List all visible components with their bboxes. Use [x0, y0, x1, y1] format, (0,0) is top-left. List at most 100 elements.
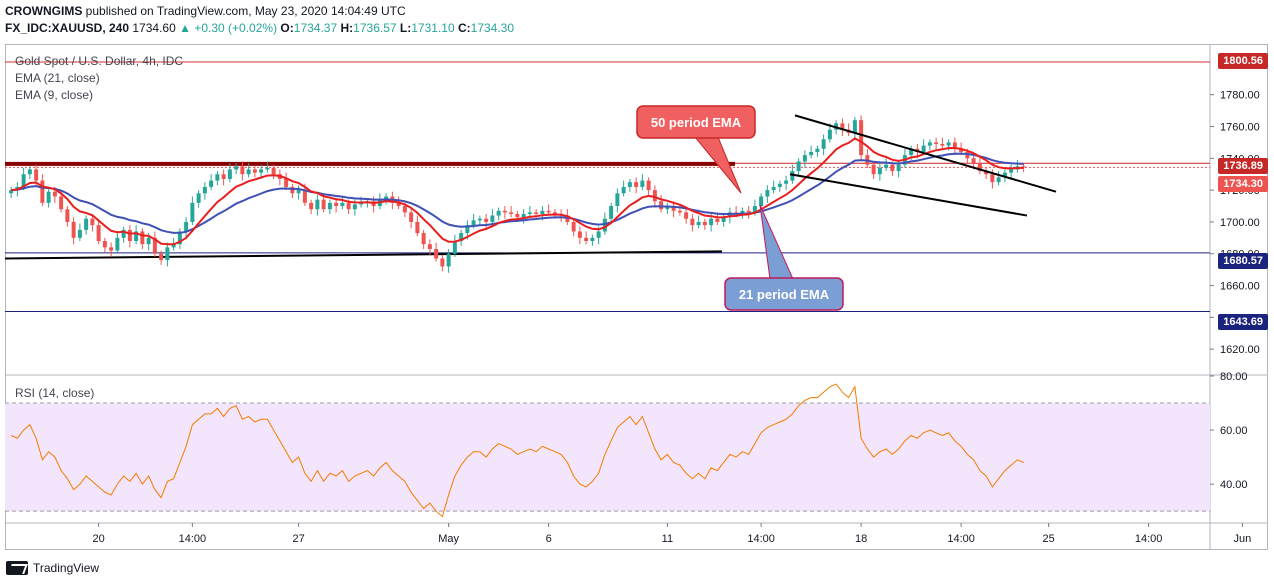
time-tick-label: 14:00: [1135, 533, 1163, 545]
time-tick-label: 18: [855, 533, 867, 545]
candle-body: [440, 258, 445, 267]
candle-body: [971, 158, 976, 164]
candle-body: [940, 144, 945, 146]
candle-body: [927, 142, 932, 146]
legend-rsi: RSI (14, close): [15, 386, 95, 400]
candle-body: [752, 206, 757, 213]
ema9-line: [11, 137, 1024, 246]
candle-body: [671, 206, 676, 211]
candle-body: [477, 218, 482, 221]
candle-body: [21, 174, 26, 187]
candle-body: [315, 199, 320, 210]
candle-body: [996, 177, 1001, 183]
candle-body: [459, 233, 464, 242]
candle-body: [709, 218, 714, 226]
candle-body: [959, 148, 964, 152]
candle-body: [159, 253, 164, 261]
candle-body: [809, 151, 814, 156]
candle-body: [352, 204, 357, 210]
candle-body: [515, 213, 520, 218]
candle-body: [640, 180, 645, 187]
candle-body: [471, 220, 476, 226]
candle-body: [540, 210, 545, 214]
candle-body: [27, 169, 32, 175]
candle-body: [934, 142, 939, 145]
candle-body: [784, 180, 789, 184]
candle-body: [334, 202, 339, 207]
chart-frame[interactable]: [5, 44, 1268, 550]
ema21-line: [11, 152, 1024, 234]
candle-body: [240, 166, 245, 175]
candle-body: [221, 174, 226, 179]
candle-body: [896, 164, 901, 172]
candle-body: [677, 210, 682, 213]
candle-body: [502, 210, 507, 213]
low-label: L:: [399, 21, 412, 35]
candle-body: [890, 164, 895, 172]
candle-body: [9, 190, 14, 194]
tradingview-logo[interactable]: TradingView: [6, 561, 99, 575]
high-value: 1736.57: [353, 21, 397, 35]
time-tick-label: 11: [662, 533, 673, 545]
price-tick-label: 1760.00: [1220, 122, 1260, 134]
candle-body: [302, 190, 307, 203]
candle-body: [690, 218, 695, 226]
price-tag-1680: 1680.57: [1218, 253, 1268, 269]
candle-body: [777, 183, 782, 187]
candle-body: [759, 196, 764, 207]
candle-body: [877, 167, 882, 175]
candle-body: [115, 237, 120, 251]
candle-body: [565, 215, 570, 222]
rsi-tick-label: 40.00: [1220, 479, 1248, 491]
candle-body: [146, 237, 151, 245]
candle-body: [884, 164, 889, 168]
time-tick-label: 14:00: [947, 533, 975, 545]
candle-body: [90, 218, 95, 226]
candle-body: [346, 202, 351, 210]
candle-body: [40, 180, 45, 203]
candle-body: [952, 142, 957, 149]
candle-body: [602, 218, 607, 232]
time-tick-label: 27: [293, 533, 305, 545]
rsi-tick-label: 80.00: [1220, 371, 1248, 383]
candle-body: [227, 169, 232, 179]
support-trendline: [4, 250, 723, 260]
candle-body: [484, 218, 489, 222]
change-value: +0.30 (+0.02%): [194, 21, 278, 35]
candle-body: [84, 218, 89, 230]
candle-body: [246, 169, 251, 175]
candle-body: [271, 167, 276, 175]
time-tick-label: May: [438, 533, 459, 545]
candle-body: [715, 218, 720, 222]
candle-body: [546, 210, 551, 213]
rsi-tick-label: 60.00: [1220, 425, 1248, 437]
high-label: H:: [340, 21, 354, 35]
candle-body: [177, 231, 182, 245]
close-label: C:: [457, 21, 471, 35]
candle-body: [65, 209, 70, 222]
symbol-label: FX_IDC:XAUUSD, 240: [5, 21, 130, 35]
candle-body: [665, 206, 670, 210]
price-tag-1643: 1643.69: [1218, 314, 1268, 330]
open-label: O:: [280, 21, 294, 35]
candle-body: [615, 193, 620, 207]
price-tag-1736: 1736.89: [1218, 158, 1268, 174]
candle-body: [509, 212, 514, 214]
tradingview-logo-icon: [6, 561, 28, 575]
time-tick-label: Jun: [1234, 533, 1252, 545]
time-tick-label: 25: [1043, 533, 1055, 545]
time-tick-label: 6: [546, 533, 552, 545]
rsi-pane: 40.00 60.00 80.00 20 14:00 27 May 6 11 14:00 18 14:…: [5, 371, 1268, 545]
price-tag-last: 1734.30: [1218, 176, 1268, 192]
candle-body: [34, 169, 39, 181]
candle-body: [102, 241, 107, 248]
candle-body: [496, 210, 501, 216]
ema50-callout-box: [636, 105, 756, 139]
ema21-callout-label: 21 period EMA: [739, 287, 830, 302]
candle-body: [452, 241, 457, 254]
candle-body: [1002, 172, 1007, 178]
candle-body: [434, 248, 439, 259]
publish-info: published on TradingView.com, May 23, 20…: [85, 4, 406, 18]
candle-body: [527, 212, 532, 214]
